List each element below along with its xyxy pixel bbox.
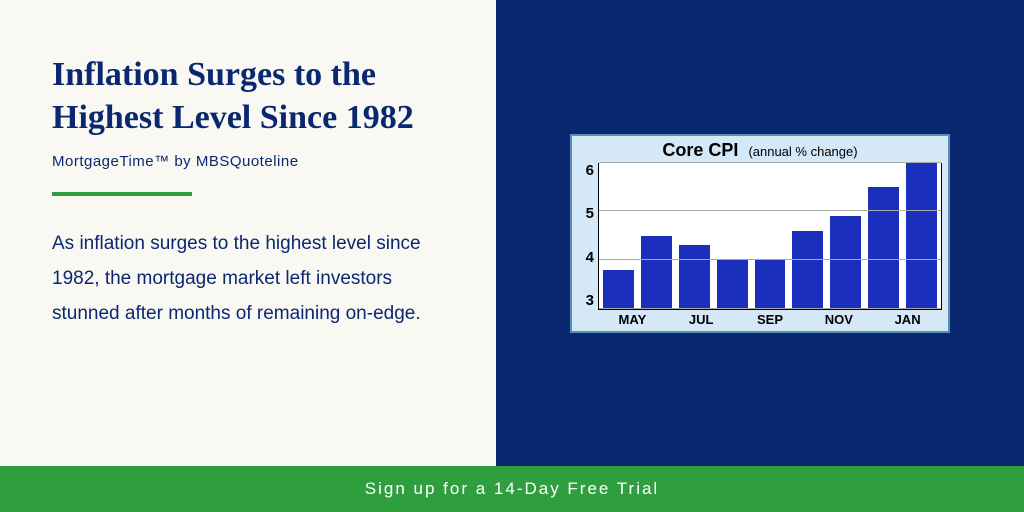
bar-may xyxy=(603,270,634,309)
bar-sep xyxy=(755,260,786,309)
x-label: MAY xyxy=(598,310,667,327)
bar-oct xyxy=(792,231,823,309)
bar-jan xyxy=(906,163,937,309)
article-body: As inflation surges to the highest level… xyxy=(52,226,452,331)
x-axis: MAYJULSEPNOVJAN xyxy=(598,309,942,327)
article-title: Inflation Surges to the Highest Level Si… xyxy=(52,54,452,139)
left-panel: Inflation Surges to the Highest Level Si… xyxy=(0,0,496,466)
main-container: Inflation Surges to the Highest Level Si… xyxy=(0,0,1024,466)
bar-dec xyxy=(868,187,899,309)
gridline xyxy=(599,210,941,211)
chart-title-main: Core CPI xyxy=(662,140,738,161)
cpi-chart: Core CPI (annual % change) 6 5 4 3 MAYJULSE… xyxy=(570,134,950,333)
x-label: JUL xyxy=(667,310,736,327)
chart-plot-row: 6 5 4 3 xyxy=(578,163,942,309)
plot-area xyxy=(598,163,942,309)
bar-nov xyxy=(830,216,861,308)
divider xyxy=(52,192,192,196)
y-tick: 4 xyxy=(586,250,594,265)
gridline xyxy=(599,308,941,309)
y-tick: 3 xyxy=(586,293,594,308)
right-panel: Core CPI (annual % change) 6 5 4 3 MAYJULSE… xyxy=(496,0,1024,466)
bar-aug xyxy=(717,260,748,309)
chart-title: Core CPI (annual % change) xyxy=(578,140,942,161)
gridline xyxy=(599,162,941,163)
bar-jul xyxy=(679,245,710,308)
x-label: SEP xyxy=(736,310,805,327)
cta-label: Sign up for a 14-Day Free Trial xyxy=(365,479,659,499)
y-axis: 6 5 4 3 xyxy=(578,163,598,309)
y-tick: 6 xyxy=(586,163,594,178)
article-subtitle: MortgageTime™ by MBSQuoteline xyxy=(52,153,452,170)
cta-banner[interactable]: Sign up for a 14-Day Free Trial xyxy=(0,466,1024,512)
gridline xyxy=(599,259,941,260)
y-tick: 5 xyxy=(586,206,594,221)
bar-jun xyxy=(641,236,672,309)
bars-container xyxy=(599,163,941,309)
x-label: JAN xyxy=(873,310,942,327)
x-label: NOV xyxy=(804,310,873,327)
chart-title-sub: (annual % change) xyxy=(748,144,857,159)
